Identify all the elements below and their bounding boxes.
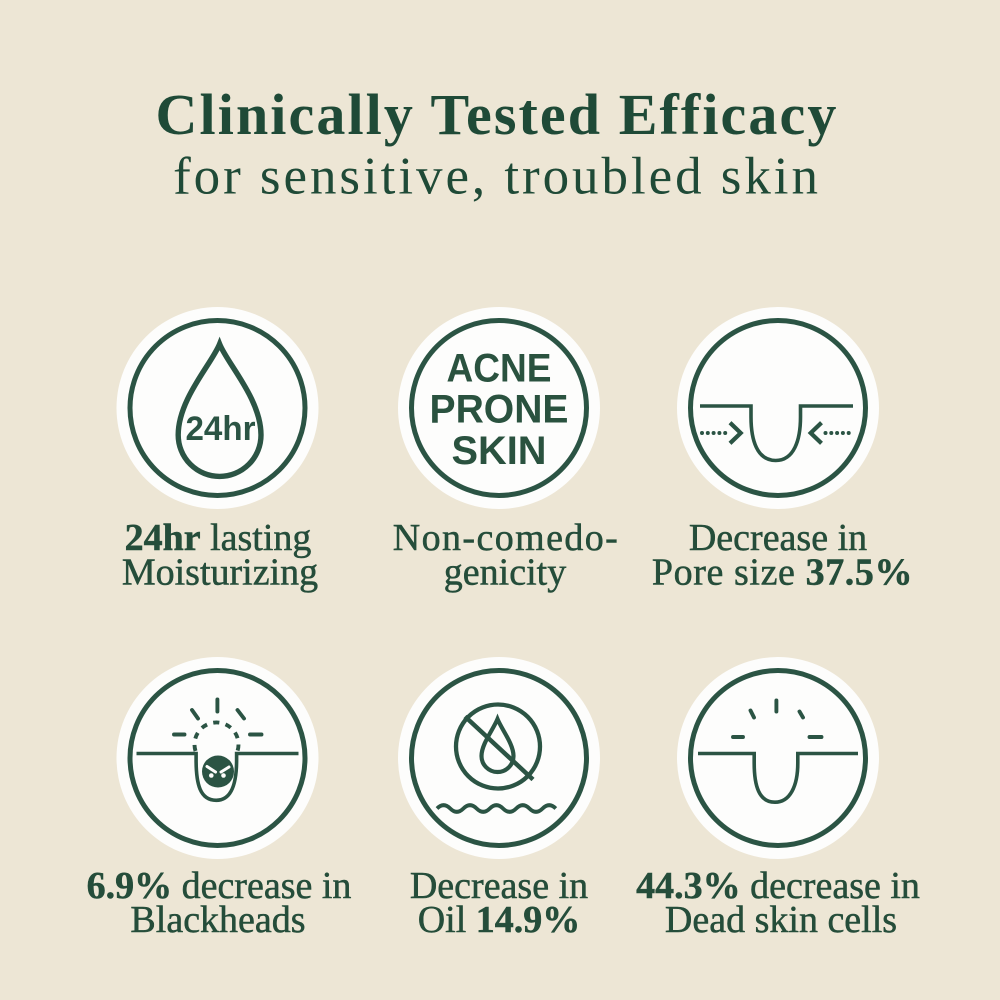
svg-text:Moisturizing: Moisturizing [122, 552, 318, 594]
svg-text:Non-comedo-: Non-comedo- [393, 517, 619, 559]
svg-text:Decrease in: Decrease in [410, 865, 588, 907]
svg-text:6.9% decrease in: 6.9% decrease in [87, 865, 352, 907]
svg-text:Blackheads: Blackheads [130, 899, 305, 941]
svg-text:Pore size 37.5%: Pore size 37.5% [652, 552, 913, 594]
svg-text:genicity: genicity [444, 552, 566, 594]
svg-text:PRONE: PRONE [430, 388, 569, 432]
svg-text:Dead skin cells: Dead skin cells [665, 899, 897, 941]
svg-text:24hr: 24hr [186, 410, 256, 448]
svg-text:44.3% decrease in: 44.3% decrease in [636, 865, 920, 907]
svg-text:24hr lasting: 24hr lasting [125, 517, 312, 559]
svg-text:ACNE: ACNE [447, 347, 552, 391]
svg-text:Oil 14.9%: Oil 14.9% [418, 899, 581, 941]
svg-text:for sensitive, troubled skin: for sensitive, troubled skin [173, 148, 821, 206]
svg-text:SKIN: SKIN [452, 429, 547, 473]
svg-text:Clinically Tested Efficacy: Clinically Tested Efficacy [156, 82, 839, 147]
svg-text:Decrease in: Decrease in [689, 517, 867, 559]
